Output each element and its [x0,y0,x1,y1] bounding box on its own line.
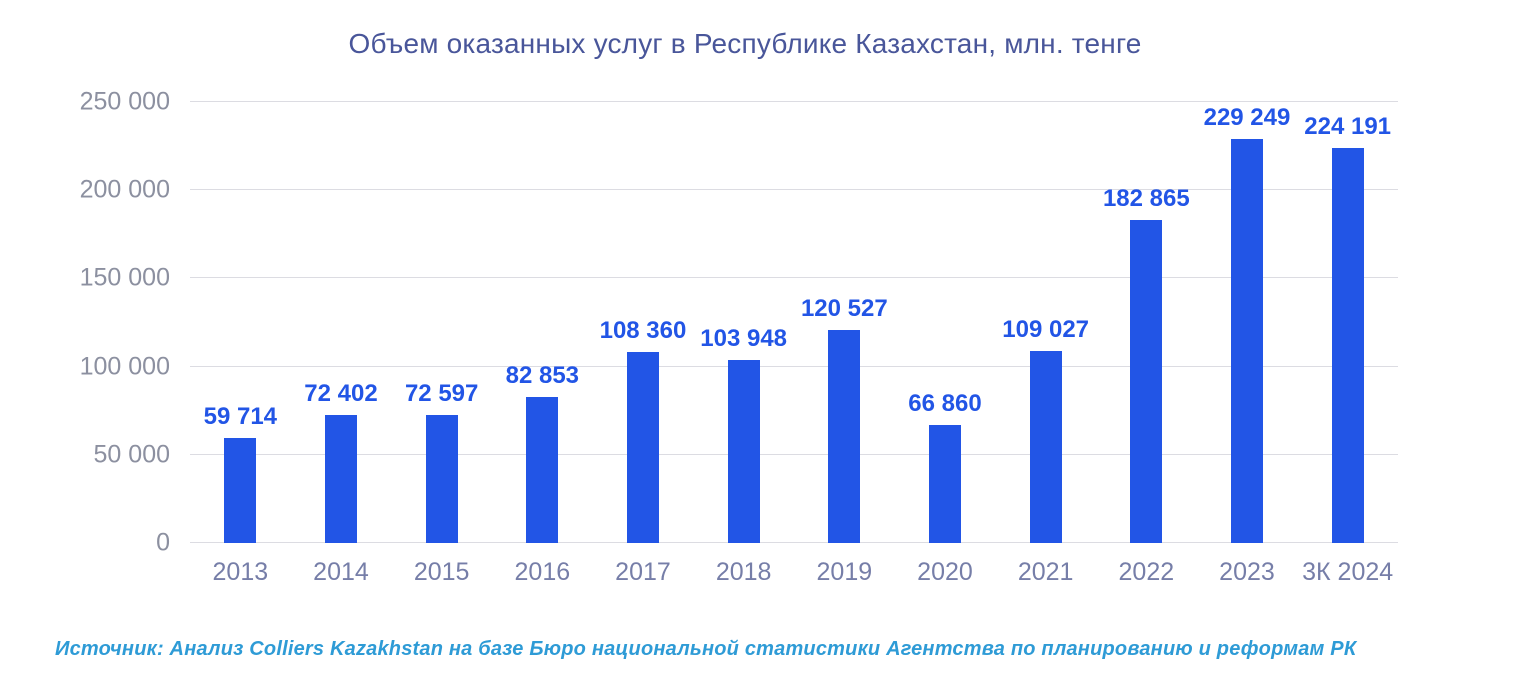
y-tick-label: 200 000 [79,175,170,204]
bar [626,351,659,543]
bar [1130,220,1163,543]
bar-value-label: 72 402 [304,380,378,408]
bar-slot: 108 360 [593,102,694,543]
x-tick-label: 2017 [615,558,671,586]
gridline [190,189,1398,191]
bar-value-label: 182 865 [1102,185,1190,213]
bar-slot: 182 865 [1096,102,1197,543]
bar-slot: 59 714 [190,102,291,543]
x-tick-label: 3К 2024 [1302,558,1394,586]
source-note: Источник: Анализ Colliers Kazakhstan на … [55,638,1357,660]
x-tick-label: 2020 [917,558,973,586]
gridline [190,453,1398,455]
bar-value-label: 103 948 [700,324,788,352]
bar-slot: 72 597 [391,102,492,543]
y-tick-label: 250 000 [79,87,170,116]
bar-slot: 229 249 [1197,102,1298,543]
y-axis-labels: 0 50 000 100 000 150 000 200 000 250 000 [0,89,170,555]
x-tick-label: 2015 [413,558,470,586]
x-tick-label: 2021 [1017,558,1074,586]
bar [928,425,961,543]
bar-slot: 224 191 [1297,102,1398,543]
bar-slot: 72 402 [291,102,392,543]
bar [526,396,559,543]
chart-title: Объем оказанных услуг в Республике Казах… [348,28,1142,59]
bar-value-label: 66 860 [908,390,982,418]
gridline [190,365,1398,367]
bar [425,414,458,543]
x-tick-label: 2018 [715,558,772,586]
y-tick-label: 50 000 [93,440,170,469]
x-tick-label: 2022 [1118,558,1175,586]
bar-value-label: 59 714 [203,402,278,430]
bar-slot: 109 027 [995,102,1096,543]
bar-value-label: 72 597 [404,379,479,407]
x-tick-label: 2016 [514,558,571,586]
bar-slot: 82 853 [492,102,593,543]
bar [1230,138,1263,543]
bar-slot: 66 860 [895,102,996,543]
x-tick-label: 2019 [816,558,873,586]
bar [1029,350,1062,543]
plot-area: 59 714 72 402 72 597 82 853 108 360 103 948 12… [190,101,1398,543]
bar-slot: 103 948 [693,102,794,543]
x-tick-label: 2014 [313,558,369,586]
bar-value-label: 109 027 [1002,315,1090,343]
bar-value-label: 82 853 [505,361,580,389]
gridline [190,542,1398,543]
bar-value-label: 224 191 [1304,112,1392,140]
gridline [190,101,1398,102]
bar [224,437,257,543]
bar-slot: 120 527 [794,102,895,543]
y-tick-label: 150 000 [79,263,170,292]
bar [727,359,760,543]
bar-value-label: 108 360 [599,316,687,344]
bar-value-label: 120 527 [800,295,888,323]
x-axis-labels: 2013 2014 2015 2016 2017 2018 2019 2020 2021 2022… [190,558,1398,590]
y-tick-label: 100 000 [79,352,170,381]
x-tick-label: 2023 [1219,558,1275,586]
bar [1331,147,1364,543]
x-tick-label: 2013 [212,558,269,586]
gridline [190,277,1398,279]
y-tick-label: 0 [156,528,170,557]
bar [324,415,357,543]
bar [828,330,861,543]
bar-value-label: 229 249 [1203,103,1291,131]
